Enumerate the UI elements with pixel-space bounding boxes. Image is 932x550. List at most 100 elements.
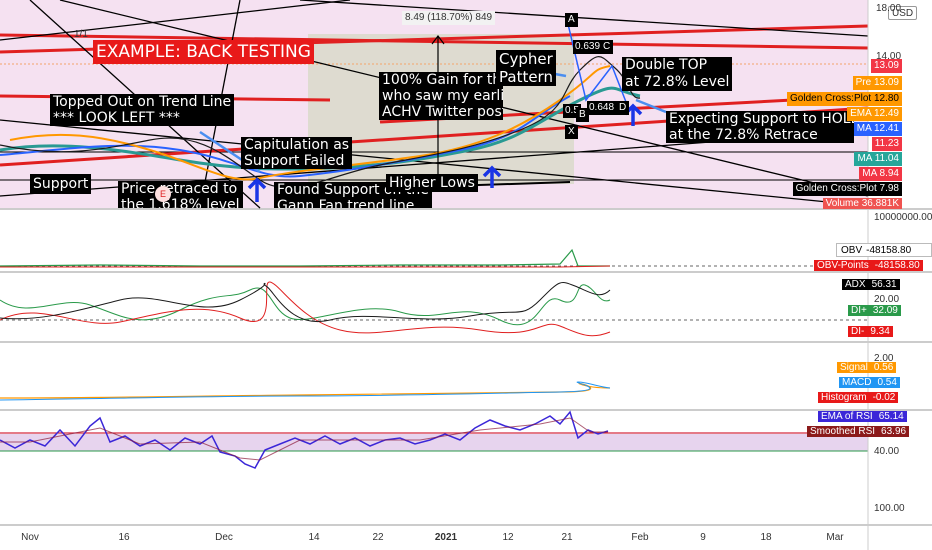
price-tag-label: MA	[856, 123, 872, 134]
price-tag-pre: Pre 13.09	[852, 76, 902, 90]
note-gain: 100% Gain for those who saw my earlier A…	[379, 72, 503, 120]
price-tag-golden: Golden Cross:Plot 12.80	[787, 92, 902, 106]
pattern-point-c: C	[600, 40, 614, 54]
price-tag: 11.23	[871, 137, 902, 151]
x-axis-label: 18	[760, 532, 772, 543]
pattern-point-a: A	[565, 13, 578, 27]
gann-ratio-label: 1/1	[74, 29, 88, 40]
note-price-retraced: Price retraced to the 1.618% level	[118, 181, 243, 208]
note-higher-lows: Higher Lows	[386, 174, 478, 192]
obv-value-tag: OBV -48158.80	[836, 243, 932, 257]
price-tag-label: MA	[862, 168, 877, 179]
histogram-value: -0.02	[869, 392, 899, 403]
price-series	[0, 56, 641, 189]
di-minus-line	[0, 281, 611, 337]
pattern-value: 0.639	[573, 40, 603, 54]
ema-rsi-label: EMA of RSI	[818, 411, 876, 422]
gann-line[interactable]	[299, 0, 869, 37]
signal-line	[0, 382, 611, 399]
x-axis-label: 16	[118, 532, 130, 543]
price-tag-volume: Volume 36.881K	[822, 198, 902, 209]
macd-label: MACD	[839, 377, 875, 388]
measure-label: 8.49 (118.70%) 849	[402, 11, 496, 25]
rsi-smoothed-line	[0, 417, 608, 461]
signal-label: Signal	[837, 362, 871, 373]
gann-line[interactable]	[0, 119, 869, 207]
price-tag-value: 12.41	[873, 123, 899, 134]
currency-button[interactable]: USD	[888, 6, 918, 20]
gann-line[interactable]	[0, 0, 351, 41]
x-axis-label: 12	[502, 532, 514, 543]
price-tag-ma: MA 8.94	[859, 167, 902, 181]
pattern-value: 0.648	[587, 101, 617, 115]
di-minus-label: DI-	[848, 326, 868, 337]
x-axis-label: 22	[372, 532, 384, 543]
obv-points-line	[0, 265, 611, 268]
event-marker-icon[interactable]: E	[155, 186, 171, 202]
pattern-point-x: X	[565, 125, 578, 139]
x-axis-label: 2021	[434, 532, 458, 543]
pattern-point-d: D	[616, 101, 630, 115]
example-title: EXAMPLE: BACK TESTING	[93, 40, 314, 64]
x-axis-label: Feb	[631, 532, 649, 543]
signal-tag: Signal 0.56	[837, 361, 897, 375]
price-axis-label: 14.00	[876, 51, 902, 62]
adx-value: 56.31	[868, 279, 900, 290]
pattern-point-b: B	[576, 108, 589, 122]
price-tag-label: Volume	[825, 198, 859, 209]
rsi-axis-label: 40.00	[874, 446, 900, 457]
note-support: Support	[30, 174, 92, 194]
macd-line	[0, 381, 611, 401]
up-arrow-icon	[247, 177, 267, 202]
x-axis-label: 14	[308, 532, 320, 543]
signal-value: 0.56	[870, 362, 897, 373]
di-plus-value: 32.09	[869, 305, 901, 316]
up-arrow-icon	[482, 165, 502, 188]
note-capitulation: Capitulation as Support Failed	[241, 137, 353, 169]
macd-axis-label: 2.00	[874, 353, 894, 364]
obv-points-tag: OBV-Points -48158.80	[814, 259, 932, 273]
adx-line	[0, 282, 611, 323]
obv-value: -48158.80	[866, 245, 912, 256]
price-tag-value: 12.49	[873, 108, 899, 119]
histogram-tag: Histogram -0.02	[818, 391, 899, 405]
macd-value: 0.54	[874, 377, 900, 388]
dmi-axis-label: 20.00	[874, 294, 900, 305]
ma-blue	[0, 95, 571, 178]
price-tag-value: 36.881K	[861, 198, 899, 209]
price-tag-value: 12.80	[873, 93, 899, 104]
cypher-pattern[interactable]	[567, 23, 627, 103]
measure-arrow-head	[431, 35, 445, 45]
ma-teal	[0, 86, 641, 171]
price-tag-label: MA	[857, 153, 872, 164]
adx-tag: ADX 56.31	[842, 278, 900, 292]
price-tag-ma: MA 11.04	[854, 152, 902, 166]
x-axis-label: 9	[700, 532, 706, 543]
price-tag-label: EMA	[850, 108, 872, 119]
price-tag-golden: Golden Cross:Plot 7.98	[792, 182, 902, 196]
price-tag-value: 8.94	[879, 168, 899, 179]
price-tag-label: Golden Cross:Plot	[790, 93, 872, 104]
x-axis-label: 21	[561, 532, 573, 543]
obv-points-label: OBV-Points	[814, 260, 872, 271]
price-tag: 13.09	[870, 59, 902, 73]
note-expecting: Expecting Support to HOLD at the 72.8% R…	[666, 111, 854, 143]
di-plus-line	[0, 284, 611, 326]
di-minus-tag: DI- 9.34	[848, 325, 893, 339]
obv-points-value: -48158.80	[871, 260, 923, 271]
ema-rsi-tag: EMA of RSI 65.14	[818, 410, 907, 424]
rsi-axis-label: 100.00	[874, 503, 905, 514]
rsi-band	[0, 432, 868, 451]
obv-axis-label: 10000000.00	[874, 212, 932, 223]
price-tag-ma: MA 12.41	[853, 122, 902, 136]
di-plus-label: DI+	[848, 305, 870, 316]
macd-tag: MACD 0.54	[839, 376, 900, 390]
price-tag-value: 13.09	[873, 77, 899, 88]
price-axis-label: 18.00	[876, 3, 902, 14]
price-tag-label: Pre	[855, 77, 872, 88]
pointer-line	[635, 98, 667, 114]
price-tag-value: 11.04	[874, 153, 899, 164]
note-topped-out: Topped Out on Trend Line *** LOOK LEFT *…	[50, 94, 235, 126]
price-tag-label: Golden Cross:Plot	[795, 183, 877, 194]
obv-label: OBV	[837, 245, 867, 256]
